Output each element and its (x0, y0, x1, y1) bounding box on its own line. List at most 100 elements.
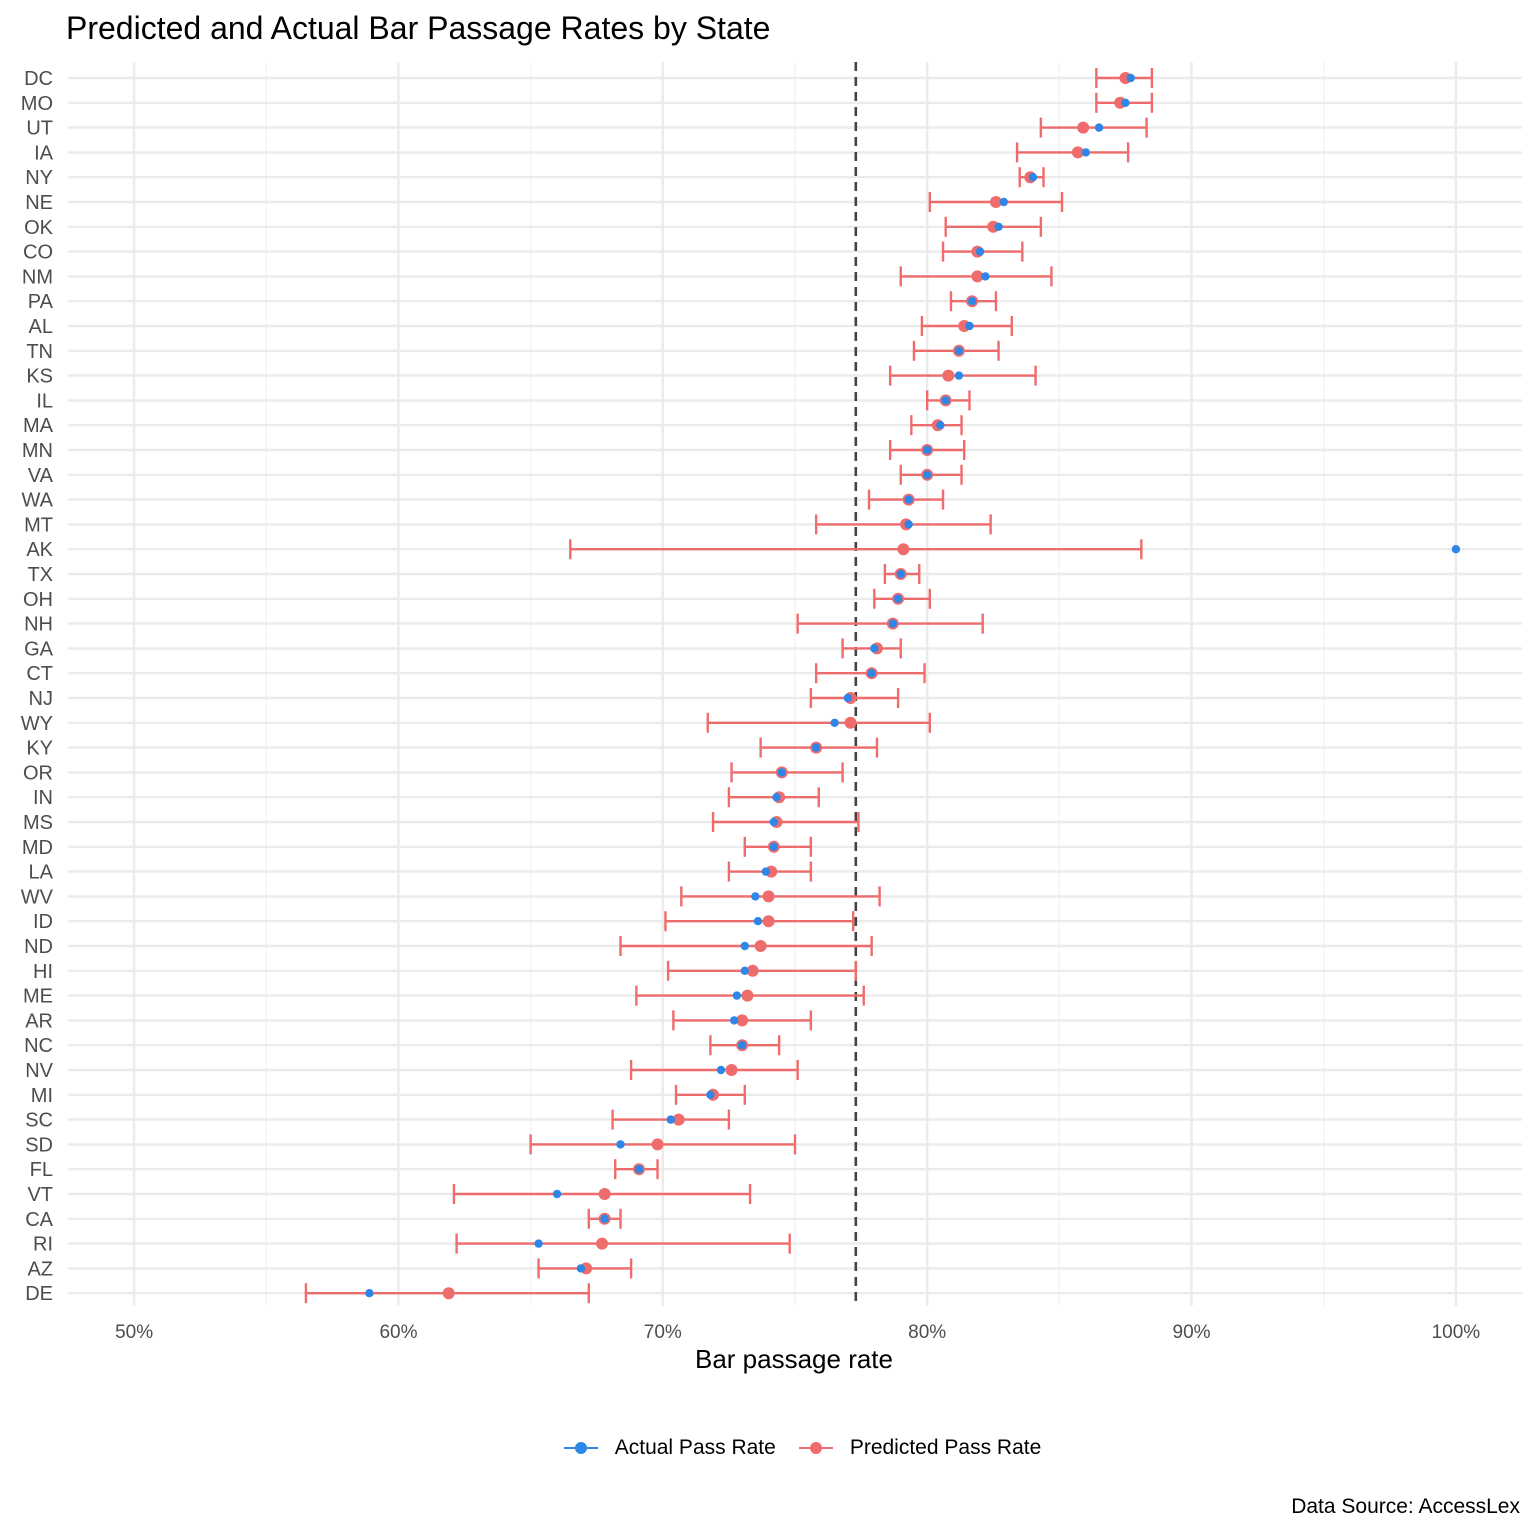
y-tick-label-me: ME (23, 986, 53, 1008)
y-tick-label-al: AL (29, 316, 53, 338)
legend: Actual Pass Rate Predicted Pass Rate (0, 1433, 1536, 1463)
actual-point-va (922, 470, 932, 479)
actual-point-nd (740, 941, 749, 951)
predicted-point-ak (897, 543, 910, 556)
actual-point-ma (936, 421, 945, 430)
y-tick-label-mi: MI (31, 1085, 53, 1107)
actual-point-nj (843, 693, 853, 703)
y-tick-label-oh: OH (23, 589, 53, 611)
actual-point-ny (1028, 173, 1038, 182)
y-tick-label-mo: MO (21, 93, 53, 115)
x-tick-label: 90% (1173, 1322, 1211, 1343)
error-bars (304, 68, 1154, 1304)
actual-point-ar (729, 1016, 739, 1025)
y-tick-label-tn: TN (26, 341, 53, 363)
predicted-point-sc (672, 1113, 685, 1126)
predicted-point-nm (971, 270, 984, 283)
actual-point-co (975, 247, 985, 256)
actual-point-al (965, 321, 974, 331)
y-tick-label-pa: PA (28, 291, 54, 313)
predicted-point-de (442, 1287, 455, 1300)
y-tick-label-fl: FL (30, 1159, 53, 1181)
predicted-point-sd (651, 1138, 664, 1151)
actual-point-wv (751, 892, 760, 901)
actual-point-sd (616, 1140, 625, 1149)
legend-key-actual (561, 1433, 601, 1463)
predicted-point-hi (746, 964, 759, 977)
data-source-caption: Data Source: AccessLex (1291, 1495, 1520, 1518)
actual-point-de (365, 1289, 374, 1298)
y-tick-label-ga: GA (24, 638, 54, 660)
actual-point-nc (737, 1041, 747, 1050)
actual-point-il (941, 396, 950, 405)
predicted-point-wy (844, 716, 857, 729)
y-tick-label-ak: AK (26, 539, 53, 561)
y-tick-label-ok: OK (24, 217, 54, 239)
y-tick-label-mn: MN (22, 440, 53, 462)
actual-point-or (777, 768, 786, 777)
legend-label-actual: Actual Pass Rate (614, 1436, 776, 1459)
actual-point-nv (716, 1065, 726, 1075)
error-bar-wy (706, 712, 932, 733)
actual-point-fl (634, 1165, 644, 1174)
actual-point-la (761, 867, 771, 876)
actual-point-tn (954, 346, 964, 355)
predicted-points (442, 72, 1132, 1300)
y-tick-label-in: IN (33, 787, 53, 809)
x-tick-label: 100% (1432, 1322, 1481, 1343)
predicted-point-ne (989, 196, 1002, 208)
actual-point-oh (893, 594, 903, 603)
legend-label-predicted: Predicted Pass Rate (849, 1436, 1042, 1459)
actual-point-md (769, 842, 779, 851)
predicted-point-ia (1071, 146, 1084, 159)
actual-point-ct (867, 669, 876, 678)
actual-point-dc (1126, 73, 1135, 83)
y-tick-label-nj: NJ (29, 688, 53, 710)
y-tick-label-ne: NE (25, 192, 53, 214)
y-tick-label-mt: MT (24, 514, 53, 536)
x-axis-title: Bar passage rate (694, 1344, 893, 1374)
actual-point-mo (1121, 98, 1130, 108)
actual-point-ca (600, 1214, 609, 1224)
y-tick-label-nc: NC (24, 1035, 53, 1057)
chart-title: Predicted and Actual Bar Passage Rates b… (66, 10, 771, 46)
y-tick-label-ky: KY (26, 738, 53, 760)
actual-point-ak (1451, 545, 1461, 554)
error-bar-wv (680, 886, 881, 907)
y-tick-label-wa: WA (22, 490, 54, 512)
x-tick-label: 60% (379, 1322, 417, 1343)
predicted-point-wv (762, 890, 775, 903)
actual-point-ri (534, 1239, 543, 1248)
actual-point-nh (888, 619, 898, 628)
y-tick-label-ar: AR (25, 1010, 53, 1032)
actual-point-ia (1081, 148, 1091, 157)
y-tick-label-nv: NV (25, 1060, 53, 1082)
y-tick-label-or: OR (23, 762, 53, 784)
actual-point-wy (830, 718, 839, 727)
actual-point-ne (999, 197, 1009, 207)
y-tick-label-hi: HI (33, 961, 53, 983)
error-bar-ms (711, 812, 860, 832)
y-tick-label-va: VA (28, 465, 54, 487)
y-tick-label-ks: KS (26, 366, 53, 388)
y-tick-label-ms: MS (23, 812, 53, 834)
predicted-point-ar (736, 1014, 749, 1027)
y-tick-label-ia: IA (34, 142, 54, 164)
y-tick-label-ut: UT (26, 118, 53, 140)
predicted-point-id (762, 915, 775, 928)
actual-point-mt (904, 520, 913, 529)
y-tick-label-co: CO (23, 242, 53, 264)
error-bar-hi (666, 960, 858, 981)
predicted-point-vt (598, 1188, 611, 1200)
y-tick-label-vt: VT (27, 1184, 53, 1206)
y-tick-label-de: DE (25, 1283, 53, 1305)
y-tick-label-il: IL (36, 390, 53, 412)
y-tick-label-sc: SC (25, 1110, 53, 1132)
x-tick-labels: 50% 60% 70% 80% 90% 100% (115, 1322, 1480, 1343)
y-tick-label-wy: WY (21, 713, 53, 735)
error-bar-ri (455, 1233, 791, 1254)
y-tick-label-md: MD (22, 837, 53, 859)
x-tick-label: 50% (115, 1322, 153, 1343)
